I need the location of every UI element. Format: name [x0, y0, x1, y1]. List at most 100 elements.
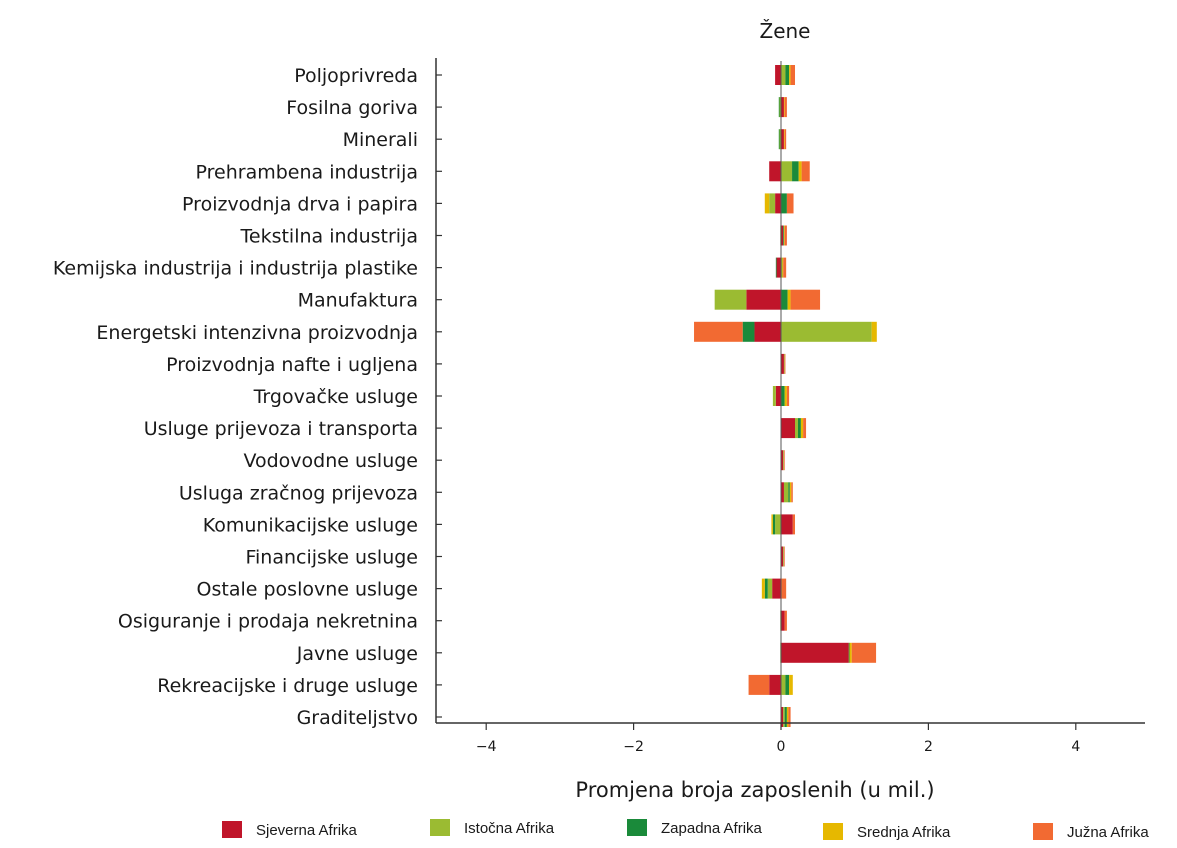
legend-swatch: [430, 819, 450, 836]
legend-swatch: [222, 821, 242, 838]
axes: [435, 58, 1145, 724]
category-label: Ostale poslovne usluge: [197, 579, 418, 601]
legend-label: Sjeverna Afrika: [256, 822, 358, 839]
x-axis-label: Promjena broja zaposlenih (u mil.): [575, 778, 934, 802]
category-label: Javne usluge: [296, 643, 418, 665]
chart-title: Žene: [760, 19, 811, 43]
legend-label: Zapadna Afrika: [661, 820, 763, 837]
category-label: Trgovačke usluge: [253, 386, 418, 408]
bar-segment: [772, 578, 781, 599]
bar-segment: [694, 321, 743, 342]
legend-label: Južna Afrika: [1067, 824, 1149, 841]
x-tick-label: −2: [623, 739, 644, 755]
bar-segment: [800, 418, 804, 439]
bar-segment: [769, 674, 781, 695]
x-tick-label: −4: [476, 739, 497, 755]
bar-segment: [783, 225, 785, 246]
bar-segment: [781, 161, 793, 182]
bar-segment: [781, 97, 784, 118]
x-tick-label: 2: [924, 739, 933, 755]
category-label: Tekstilna industrija: [240, 226, 419, 248]
bar-segment: [783, 546, 784, 567]
bar-segment: [746, 289, 781, 310]
bar-segment: [851, 642, 877, 663]
bar-segment: [781, 610, 785, 631]
category-label: Fosilna goriva: [286, 97, 418, 119]
bar-segment: [771, 514, 773, 535]
bar-segment: [781, 193, 787, 214]
bar-segment: [788, 482, 790, 503]
bar-segment: [795, 418, 798, 439]
bar-segment: [783, 450, 785, 471]
bar-segment: [798, 161, 802, 182]
bar-segment: [781, 225, 784, 246]
bar-segment: [781, 482, 784, 503]
category-label: Kemijska industrija i industrija plastik…: [53, 258, 418, 280]
bar-segment: [783, 225, 784, 246]
bar-segment: [790, 289, 821, 310]
legend-swatch: [1033, 823, 1053, 840]
bar-segment: [781, 674, 786, 695]
bar-segment: [714, 289, 747, 310]
bar-segment: [775, 386, 781, 406]
legend: Sjeverna Afrika Istočna Afrika Zapadna Afr…: [222, 819, 1149, 841]
bar-segment: [783, 546, 785, 567]
bar-segment: [769, 193, 776, 214]
category-label: Komunikacijske usluge: [203, 514, 418, 536]
bar-segment: [781, 386, 785, 406]
bar-segment: [748, 674, 770, 695]
bar-segment: [778, 129, 780, 150]
bar-segment: [797, 418, 801, 439]
bar-segment: [788, 707, 791, 727]
bar-segment: [783, 482, 789, 503]
bar-segment: [783, 707, 785, 727]
x-ticks: −4 −2 0 2 4: [476, 723, 1080, 755]
category-label: Rekreacijske i druge usluge: [157, 675, 418, 697]
bar-segment: [761, 578, 765, 599]
bar-segment: [778, 97, 780, 118]
bar-segment: [769, 161, 781, 182]
bar-segment: [776, 257, 781, 278]
x-tick-label: 0: [777, 739, 786, 755]
bar-segment: [785, 674, 790, 695]
bar-segment: [775, 193, 781, 214]
bar-segment: [742, 321, 755, 342]
bar-segment: [871, 321, 877, 342]
bar-segment: [783, 450, 784, 471]
legend-label: Srednja Afrika: [857, 824, 951, 841]
category-label: Prehrambena industrija: [196, 161, 418, 183]
bar-segment: [789, 674, 793, 695]
bar-segment: [784, 129, 787, 150]
category-label: Usluga zračnog prijevoza: [179, 482, 418, 504]
bar-segment: [784, 225, 787, 246]
bar-segment: [781, 707, 784, 727]
category-label: Proizvodnja drva i papira: [182, 193, 418, 215]
bar-segment: [784, 610, 787, 631]
bar-segment: [803, 418, 807, 439]
bar-segment: [784, 707, 787, 727]
bar-segment: [789, 65, 791, 85]
category-label: Energetski intenzivna proizvodnja: [96, 322, 418, 344]
bar-segment: [781, 289, 788, 310]
bar-segment: [779, 97, 781, 118]
bar-segment: [792, 514, 796, 535]
bar-segment: [786, 386, 790, 406]
bar-segment: [781, 642, 849, 663]
category-label: Minerali: [343, 129, 418, 151]
bar-segment: [783, 129, 785, 150]
bar-segment: [767, 578, 773, 599]
bar-segment: [779, 129, 781, 150]
bar-segment: [775, 257, 777, 278]
bar-segment: [848, 642, 850, 663]
bars: [694, 61, 877, 727]
category-labels: Poljoprivreda Fosilna goriva Minerali Prehr…: [53, 65, 418, 729]
bar-segment: [781, 65, 786, 85]
bar-segment: [792, 161, 799, 182]
bar-segment: [781, 514, 793, 535]
category-label: Vodovodne usluge: [243, 450, 418, 472]
bar-segment: [849, 642, 852, 663]
bar-segment: [781, 578, 787, 599]
bar-segment: [783, 353, 785, 374]
bar-segment: [784, 353, 786, 374]
